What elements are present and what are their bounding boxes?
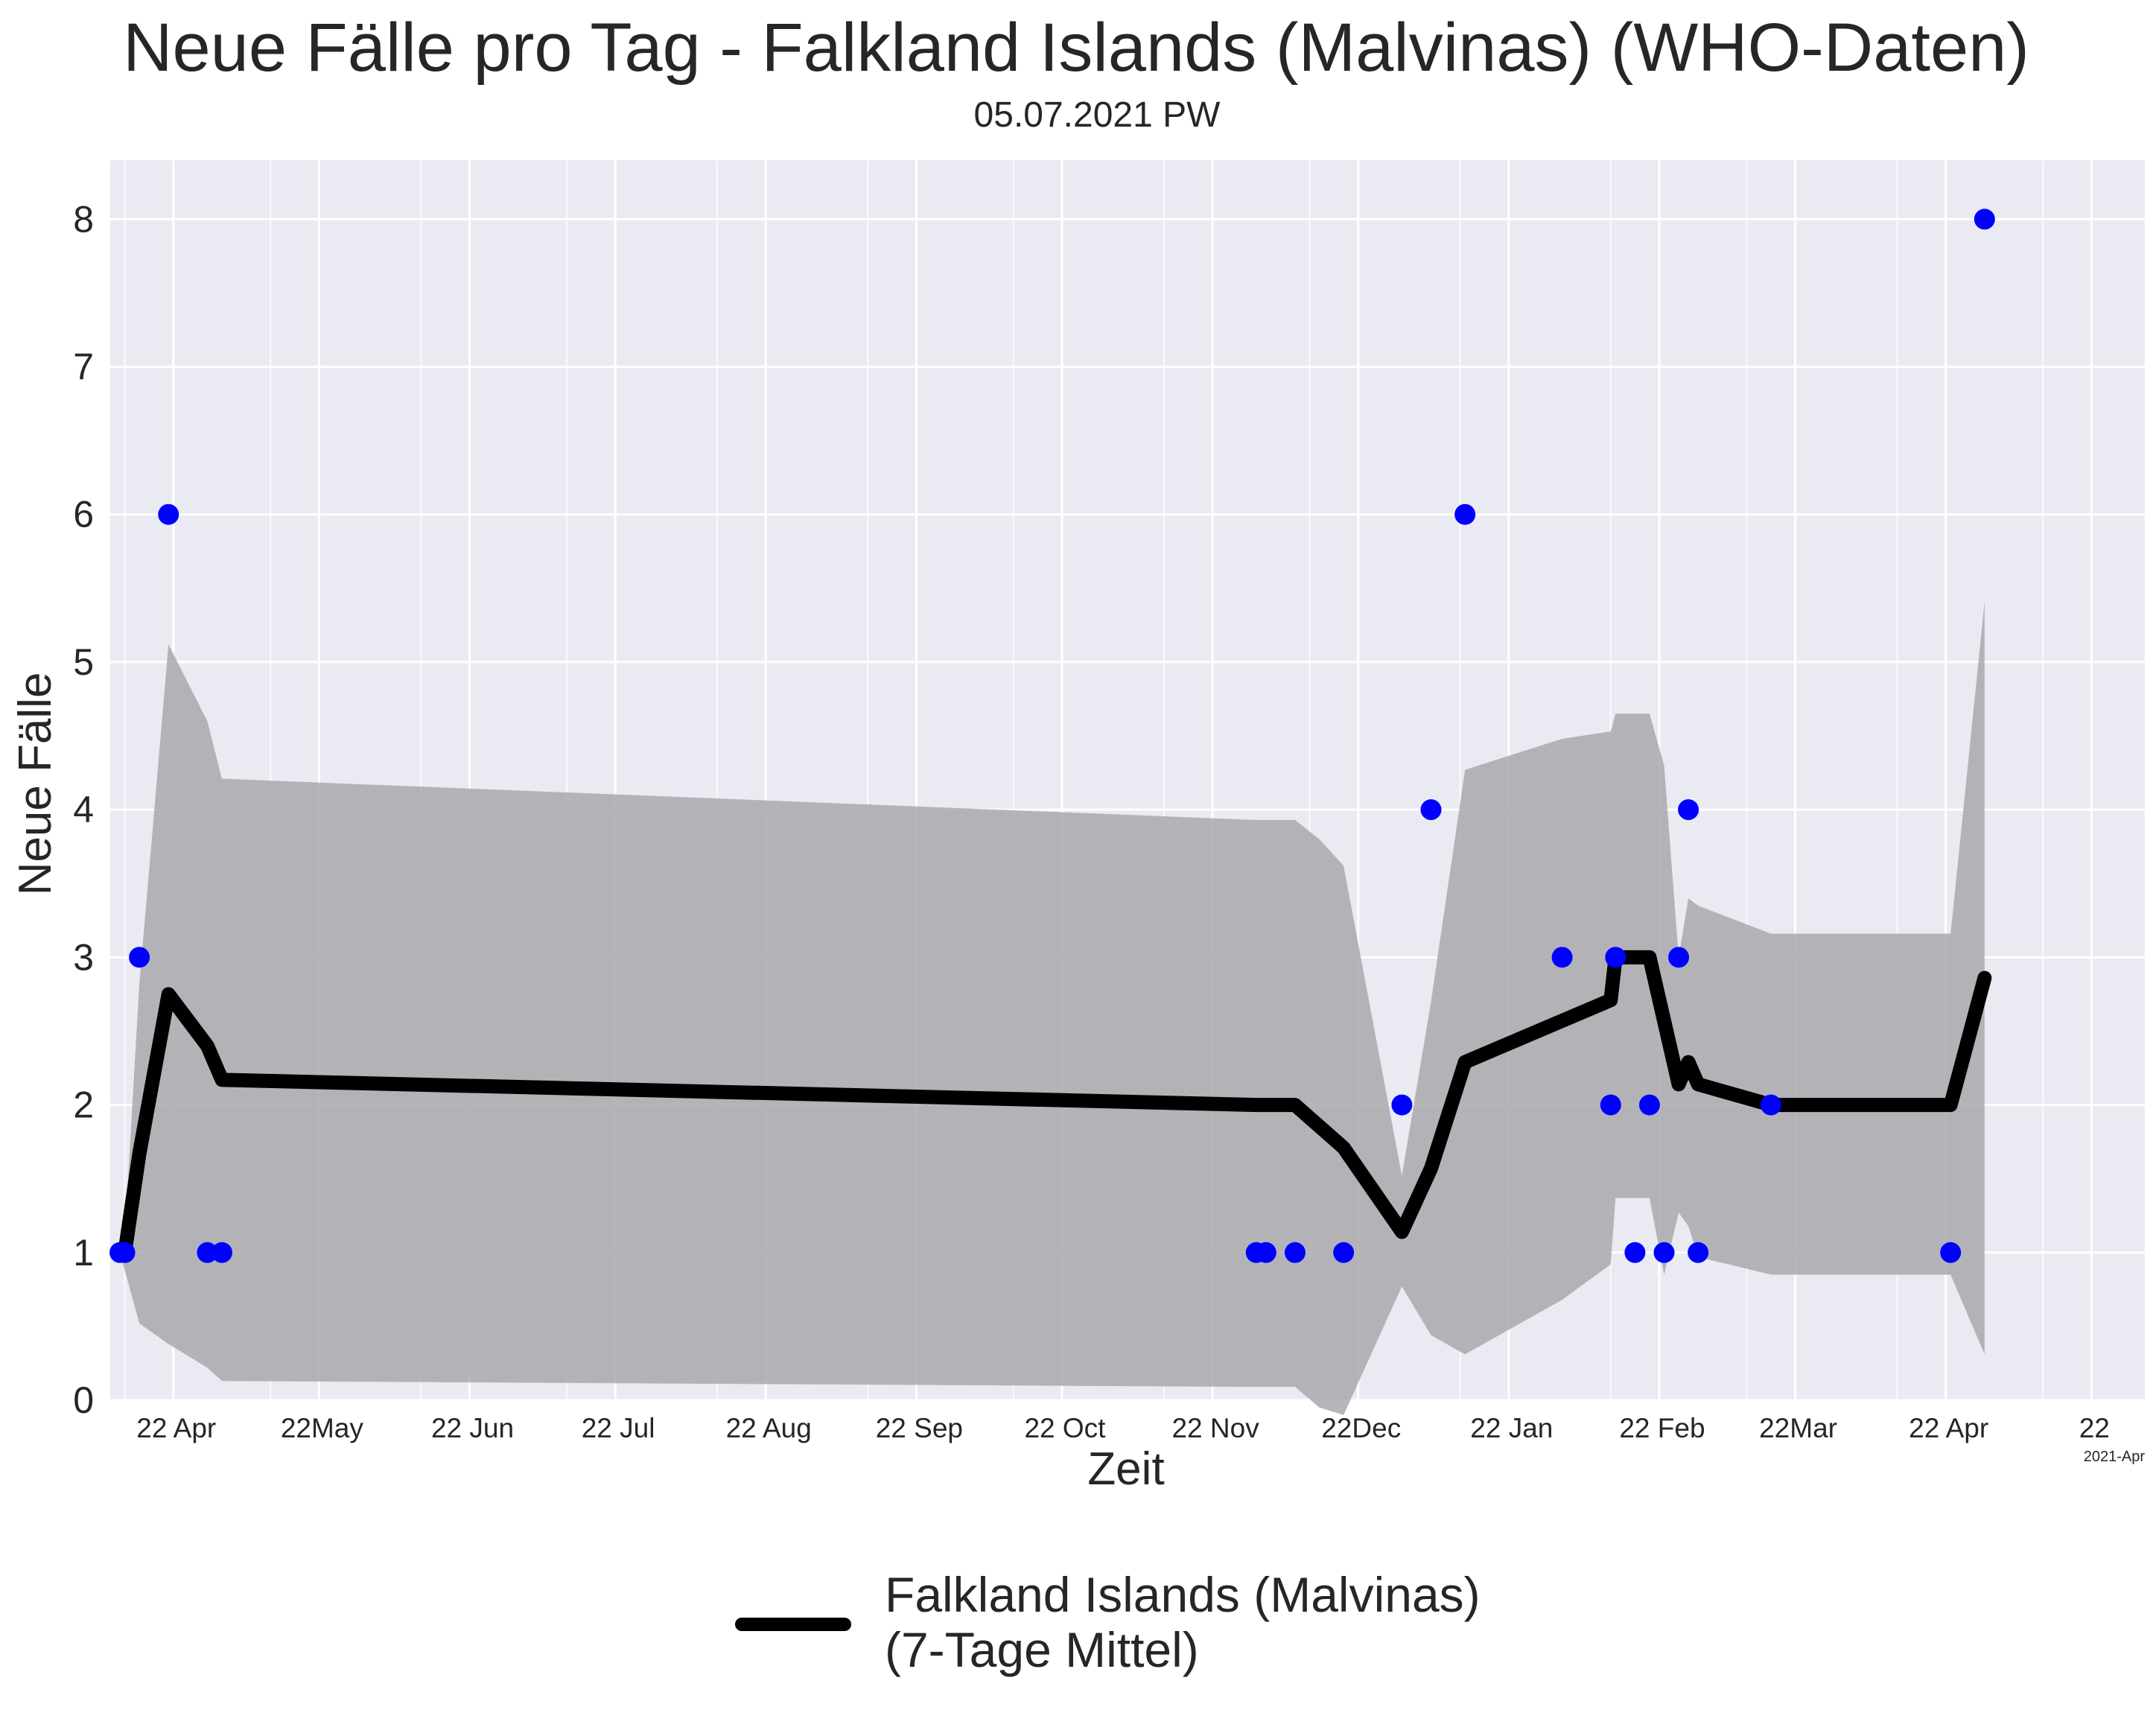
x-tick-label: 22 bbox=[2079, 1413, 2110, 1443]
data-point bbox=[1391, 1094, 1413, 1116]
x-axis-label: Zeit bbox=[1087, 1443, 1164, 1495]
chart-subtitle: 05.07.2021 PW bbox=[974, 95, 1221, 135]
y-tick-label: 1 bbox=[73, 1232, 94, 1274]
x-tick-label: 22May bbox=[281, 1413, 364, 1443]
data-point bbox=[1255, 1242, 1276, 1263]
data-point bbox=[1678, 799, 1699, 821]
legend-label: Falkland Islands (Malvinas) (7-Tage Mitte… bbox=[885, 1567, 1481, 1677]
data-point bbox=[158, 503, 179, 525]
y-tick-label: 7 bbox=[73, 346, 94, 388]
x-tick-label: 22Dec bbox=[1321, 1413, 1401, 1443]
data-point bbox=[1600, 1094, 1621, 1116]
y-tick-label: 5 bbox=[73, 641, 94, 683]
x-tick-label: 22Mar bbox=[1759, 1413, 1837, 1443]
x-tick-label: 22 Jul bbox=[582, 1413, 655, 1443]
seven-day-mean-line bbox=[112, 950, 1992, 1260]
x-tick-label: 22 Feb bbox=[1619, 1413, 1705, 1443]
x-tick-label: 22 Oct bbox=[1024, 1413, 1106, 1443]
data-point bbox=[1760, 1094, 1781, 1116]
confidence-band bbox=[120, 601, 1985, 1415]
data-point bbox=[129, 947, 150, 968]
data-point bbox=[1940, 1242, 1962, 1263]
data-point bbox=[1653, 1242, 1675, 1263]
x-tick-label: 22 Apr bbox=[136, 1413, 216, 1443]
x-tick-label: 22 Nov bbox=[1171, 1413, 1259, 1443]
data-point bbox=[1284, 1242, 1306, 1263]
y-axis-label: Neue Fälle bbox=[10, 673, 61, 896]
legend: Falkland Islands (Malvinas) (7-Tage Mitte… bbox=[735, 1567, 1481, 1677]
data-point bbox=[211, 1242, 232, 1263]
data-point bbox=[1688, 1242, 1709, 1263]
data-point bbox=[1420, 799, 1442, 821]
data-point bbox=[114, 1242, 136, 1263]
data-point bbox=[1638, 1094, 1660, 1116]
data-point bbox=[1974, 209, 1995, 230]
x-tick-label: 22 Sep bbox=[876, 1413, 963, 1443]
chart-title: Neue Fälle pro Tag - Falkland Islands (M… bbox=[123, 10, 2029, 86]
y-tick-label: 4 bbox=[73, 789, 94, 830]
x-tick-label: 22 Apr bbox=[1909, 1413, 1988, 1443]
data-point bbox=[1624, 1242, 1646, 1263]
y-tick-label: 8 bbox=[73, 198, 94, 240]
data-point bbox=[1605, 947, 1626, 968]
x-axis-offset-label: 2021-Apr bbox=[2084, 1449, 2146, 1465]
x-tick-label: 22 Jun bbox=[431, 1413, 514, 1443]
y-tick-label: 2 bbox=[73, 1084, 94, 1126]
y-tick-label: 6 bbox=[73, 494, 94, 535]
data-points bbox=[109, 209, 1995, 1263]
y-tick-label: 3 bbox=[73, 936, 94, 978]
data-point bbox=[1333, 1242, 1355, 1263]
x-tick-label: 22 Aug bbox=[726, 1413, 812, 1443]
data-point bbox=[1454, 503, 1476, 525]
x-tick-label: 22 Jan bbox=[1470, 1413, 1553, 1443]
std-band bbox=[120, 601, 1985, 1415]
y-tick-label: 0 bbox=[73, 1379, 94, 1421]
data-point bbox=[197, 1242, 218, 1263]
data-point bbox=[1668, 947, 1690, 968]
mean-line-layer bbox=[112, 950, 1992, 1260]
tick-labels: 0 1 2 3 4 5 6 7 8 22 Apr 22May 22 Jun 22 Jul 22 Aug 22… bbox=[73, 198, 2110, 1443]
data-point bbox=[1551, 947, 1573, 968]
